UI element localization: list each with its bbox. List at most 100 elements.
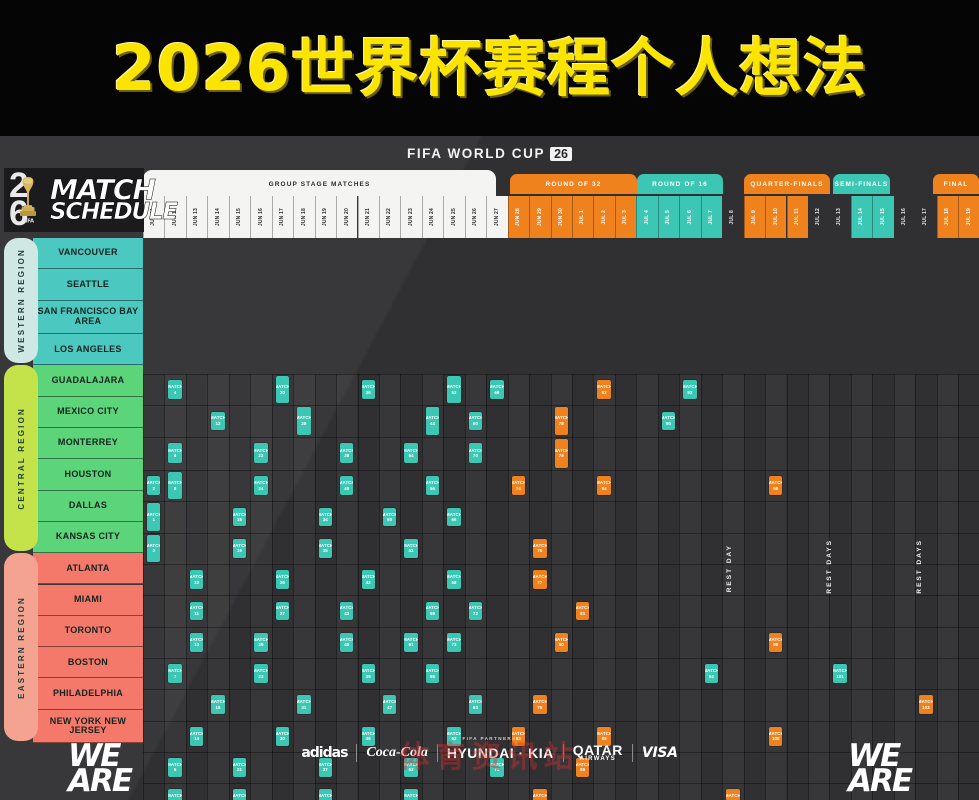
match-cell[interactable]: MATCH 14 [189, 726, 204, 746]
city-row-san-francisco-bay-area[interactable]: SAN FRANCISCO BAY AREA [33, 300, 143, 335]
date-header-12[interactable]: JUN 23 [400, 196, 422, 238]
date-header-3[interactable]: JUN 14 [207, 196, 229, 238]
date-header-22[interactable]: JUL 3 [614, 196, 637, 238]
match-cell[interactable]: MATCH 55 [425, 664, 440, 683]
city-row-miami[interactable]: MIAMI [33, 584, 143, 616]
date-header-9[interactable]: JUN 20 [336, 196, 358, 238]
match-cell[interactable]: MATCH 26 [275, 570, 290, 590]
match-cell[interactable]: MATCH 7 [168, 664, 182, 683]
match-cell[interactable]: MATCH 28 [297, 407, 311, 435]
city-row-boston[interactable]: BOSTON [33, 647, 143, 679]
date-header-33[interactable]: JUL 14 [850, 196, 873, 238]
match-cell[interactable]: MATCH 86 [576, 758, 590, 777]
match-cell[interactable]: MATCH 60 [468, 411, 483, 431]
match-cell[interactable]: MATCH 68 [490, 380, 504, 400]
match-cell[interactable]: MATCH 53 [404, 758, 418, 777]
match-cell[interactable]: MATCH 9 [168, 789, 182, 800]
match-cell[interactable]: MATCH 50 [382, 507, 397, 527]
match-cell[interactable]: MATCH 99 [769, 632, 783, 652]
date-header-17[interactable]: JUN 28 [507, 196, 530, 238]
match-cell[interactable]: MATCH 36 [361, 380, 375, 400]
match-cell[interactable]: MATCH 51 [404, 538, 418, 558]
match-cell[interactable]: MATCH 94 [704, 664, 719, 683]
match-cell[interactable]: MATCH 59 [425, 601, 440, 621]
match-cell[interactable]: MATCH 20 [275, 376, 290, 404]
date-header-35[interactable]: JUL 16 [894, 196, 915, 238]
city-row-los-angeles[interactable]: LOS ANGELES [33, 334, 143, 366]
match-cell[interactable]: MATCH 103 [919, 695, 933, 715]
match-cell[interactable]: MATCH 58 [447, 570, 461, 590]
match-cell[interactable]: MATCH 31 [297, 695, 311, 715]
match-cell[interactable]: MATCH 79 [554, 438, 568, 469]
match-cell[interactable]: MATCH 15 [211, 695, 225, 715]
match-cell[interactable]: MATCH 11 [189, 601, 204, 621]
match-cell[interactable]: MATCH 54 [404, 443, 418, 464]
match-cell[interactable]: MATCH 13 [189, 632, 204, 652]
match-cell[interactable]: MATCH 76 [533, 538, 547, 558]
date-header-31[interactable]: JUL 12 [808, 196, 829, 238]
match-cell[interactable]: MATCH 44 [425, 407, 440, 435]
match-cell[interactable]: MATCH 22 [254, 443, 268, 464]
city-row-philadelphia[interactable]: PHILADELPHIA [33, 678, 143, 710]
match-cell[interactable]: MATCH 85 [533, 789, 547, 800]
date-header-29[interactable]: JUL 10 [765, 196, 787, 238]
match-cell[interactable]: MATCH 77 [533, 570, 547, 590]
match-cell[interactable]: MATCH 39 [361, 664, 375, 683]
date-header-19[interactable]: JUN 30 [550, 196, 572, 238]
match-cell[interactable]: MATCH 6 [168, 443, 182, 464]
date-header-20[interactable]: JUL 1 [572, 196, 594, 238]
city-row-mexico-city[interactable]: MEXICO CITY [33, 396, 143, 428]
match-cell[interactable]: MATCH 75 [533, 695, 547, 715]
match-cell[interactable]: MATCH 34 [318, 507, 333, 527]
city-row-guadalajara[interactable]: GUADALAJARA [33, 365, 143, 397]
date-header-36[interactable]: JUL 17 [915, 196, 936, 238]
match-cell[interactable]: MATCH 2 [147, 476, 161, 496]
match-cell[interactable]: MATCH 29 [254, 632, 268, 652]
date-header-21[interactable]: JUL 2 [593, 196, 615, 238]
match-cell[interactable]: MATCH 71 [490, 758, 504, 777]
city-row-monterrey[interactable]: MONTERREY [33, 428, 143, 460]
match-cell[interactable]: MATCH 101 [833, 664, 847, 683]
match-cell[interactable]: MATCH 78 [554, 407, 568, 435]
date-header-2[interactable]: JUN 13 [185, 196, 208, 238]
match-cell[interactable]: MATCH 3 [147, 534, 161, 562]
match-cell[interactable]: MATCH 73 [447, 632, 461, 652]
city-row-seattle[interactable]: SEATTLE [33, 269, 143, 301]
match-cell[interactable]: MATCH 1 [147, 503, 161, 531]
date-header-15[interactable]: JUN 26 [464, 196, 487, 238]
date-header-10[interactable]: JUN 21 [357, 196, 379, 238]
date-header-24[interactable]: JUL 5 [657, 196, 680, 238]
match-cell[interactable]: MATCH 74 [511, 476, 526, 496]
match-cell[interactable]: MATCH 4 [168, 380, 182, 400]
date-header-28[interactable]: JUL 9 [743, 196, 766, 238]
match-cell[interactable]: MATCH 80 [554, 632, 568, 652]
match-cell[interactable]: MATCH 43 [340, 601, 354, 621]
match-cell[interactable]: MATCH 27 [275, 601, 290, 621]
match-cell[interactable]: MATCH 21 [232, 758, 247, 777]
match-cell[interactable]: MATCH 37 [318, 758, 333, 777]
match-cell[interactable]: MATCH 41 [318, 789, 333, 800]
match-cell[interactable]: MATCH 10 [189, 570, 204, 590]
date-header-13[interactable]: JUN 24 [421, 196, 444, 238]
city-row-vancouver[interactable]: VANCOUVER [33, 238, 143, 270]
city-row-toronto[interactable]: TORONTO [33, 615, 143, 648]
match-cell[interactable]: MATCH 100 [769, 726, 783, 746]
match-cell[interactable]: MATCH 5 [168, 758, 182, 777]
match-cell[interactable]: MATCH 30 [275, 726, 290, 746]
date-header-34[interactable]: JUL 15 [872, 196, 894, 238]
match-cell[interactable]: MATCH 40 [340, 476, 354, 496]
match-cell[interactable]: MATCH 70 [468, 443, 483, 464]
date-header-30[interactable]: JUL 11 [786, 196, 808, 238]
date-header-5[interactable]: JUN 16 [250, 196, 272, 238]
match-cell[interactable]: MATCH 92 [683, 380, 697, 400]
city-row-kansas-city[interactable]: KANSAS CITY [33, 521, 143, 554]
match-cell[interactable]: MATCH 98 [769, 476, 783, 496]
date-header-38[interactable]: JUL 19 [958, 196, 979, 238]
match-cell[interactable]: MATCH 24 [254, 476, 268, 496]
match-cell[interactable]: MATCH 35 [318, 538, 333, 558]
date-header-26[interactable]: JUL 7 [700, 196, 723, 238]
match-cell[interactable]: MATCH 18 [232, 507, 247, 527]
match-cell[interactable]: MATCH 72 [468, 601, 483, 621]
date-header-25[interactable]: JUL 6 [679, 196, 701, 238]
match-cell[interactable]: MATCH 81 [576, 601, 590, 621]
